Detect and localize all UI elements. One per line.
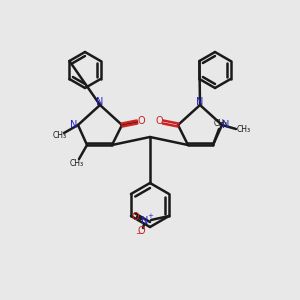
Text: N: N	[70, 120, 78, 130]
Text: CH₃: CH₃	[214, 118, 228, 127]
Text: CH₃: CH₃	[237, 124, 251, 134]
Text: O: O	[131, 212, 139, 222]
Text: O: O	[137, 226, 145, 236]
Text: O: O	[137, 116, 145, 126]
Text: CH₃: CH₃	[70, 160, 84, 169]
Text: N: N	[96, 97, 104, 107]
Text: +: +	[147, 213, 153, 219]
Text: N: N	[141, 216, 149, 226]
Text: O: O	[155, 116, 163, 126]
Text: N: N	[222, 120, 230, 130]
Text: CH₃: CH₃	[53, 130, 67, 140]
Text: N: N	[196, 97, 204, 107]
Text: −: −	[136, 230, 142, 238]
